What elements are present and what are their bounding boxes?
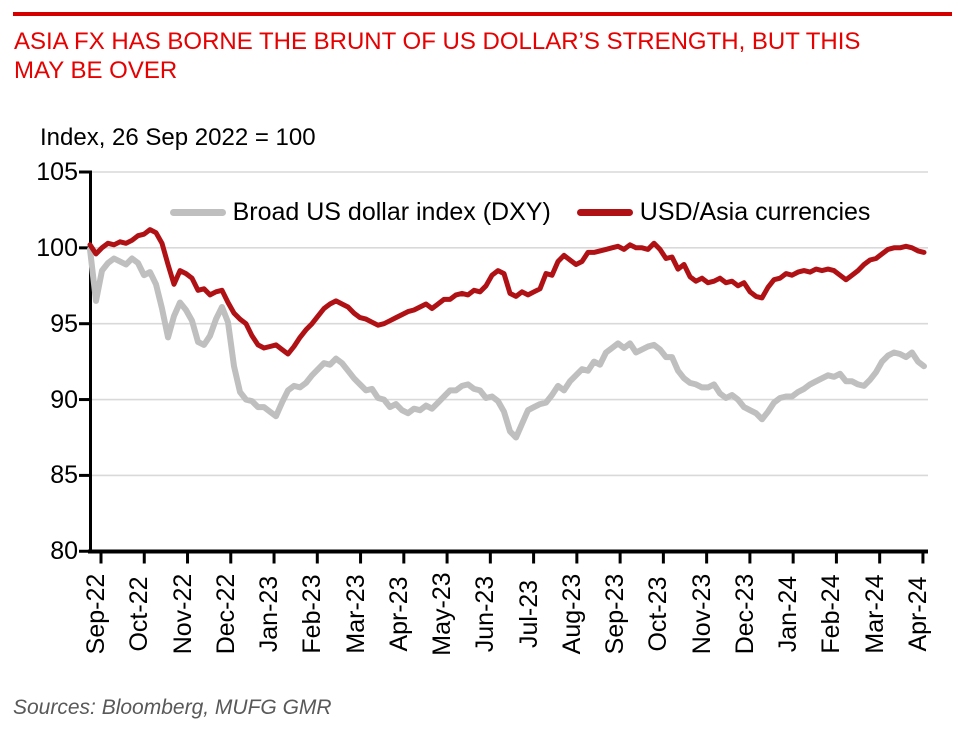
x-axis-label-Sep-22: Sep-22 (82, 573, 110, 655)
x-axis-label-Oct-22: Oct-22 (125, 576, 154, 652)
x-axis-label-Jan-23: Jan-23 (255, 575, 284, 653)
y-axis-label-80: 80 (50, 537, 78, 566)
x-axis-label-Apr-24: Apr-24 (903, 576, 932, 652)
y-axis-label-100: 100 (36, 233, 78, 262)
x-axis-label-Jul-23: Jul-23 (514, 579, 543, 649)
x-axis-label-Aug-23: Aug-23 (557, 573, 586, 655)
page-title-line2: MAY BE OVER (14, 57, 178, 84)
x-axis-label-Dec-23: Dec-23 (730, 573, 759, 655)
x-axis-label-Nov-22: Nov-22 (168, 573, 197, 655)
legend-label-dxy: Broad US dollar index (DXY) (232, 198, 551, 226)
y-axis-label-105: 105 (36, 158, 78, 186)
series-line-dxy (87, 246, 927, 441)
legend-item-dxy: Broad US dollar index (DXY) (169, 198, 551, 227)
x-axis-label-May-23: May-23 (428, 572, 457, 656)
y-axis-label-90: 90 (50, 385, 78, 414)
page-title: ASIA FX HAS BORNE THE BRUNT OF US DOLLAR… (14, 27, 954, 85)
y-axis-label-85: 85 (50, 461, 78, 490)
x-axis-label-Feb-24: Feb-24 (817, 574, 846, 654)
legend-item-asia: USD/Asia currencies (576, 198, 871, 227)
page-title-line1: ASIA FX HAS BORNE THE BRUNT OF US DOLLAR… (14, 28, 861, 55)
legend-swatch-asia (576, 209, 633, 216)
top-rule (13, 12, 952, 16)
legend: Broad US dollar index (DXY) USD/Asia cur… (95, 198, 945, 227)
legend-label-asia: USD/Asia currencies (639, 198, 871, 226)
x-axis-label-Dec-22: Dec-22 (211, 573, 240, 655)
x-axis-label-Nov-23: Nov-23 (687, 573, 716, 655)
legend-swatch-dxy (169, 209, 226, 216)
x-axis-label-Oct-23: Oct-23 (644, 576, 673, 652)
x-axis-label-Apr-23: Apr-23 (384, 576, 413, 652)
x-axis-label-Sep-23: Sep-23 (601, 573, 630, 655)
x-axis-label-Mar-24: Mar-24 (860, 574, 889, 654)
x-axis-label-Feb-23: Feb-23 (298, 574, 327, 654)
x-axis-label-Mar-23: Mar-23 (341, 574, 370, 654)
x-axis-label-Jan-24: Jan-24 (774, 575, 803, 653)
x-axis-label-Jun-23: Jun-23 (471, 575, 500, 653)
sources-note: Sources: Bloomberg, MUFG GMR (13, 696, 332, 719)
axis-unit-label: Index, 26 Sep 2022 = 100 (40, 124, 316, 151)
series-line-asia (87, 227, 927, 357)
y-axis-label-95: 95 (50, 309, 78, 338)
